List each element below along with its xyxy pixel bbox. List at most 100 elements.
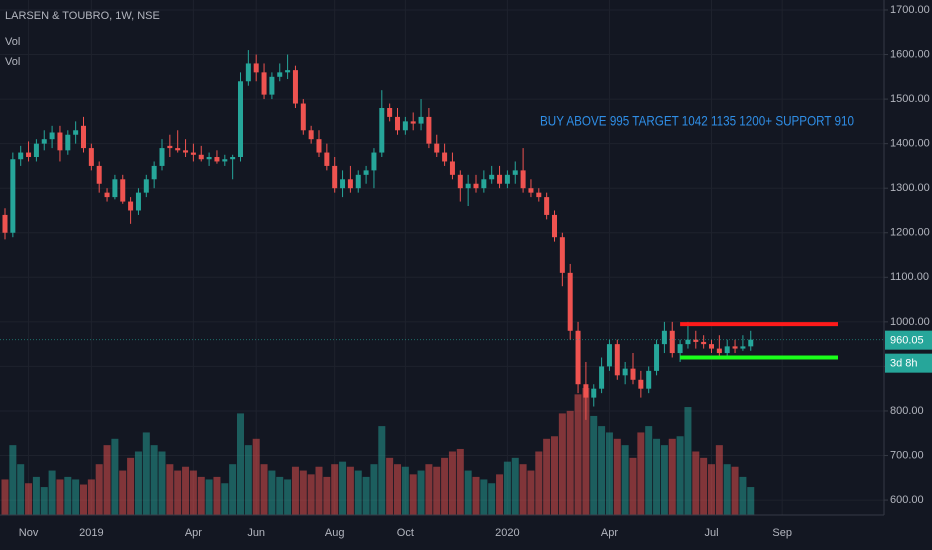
volume-bar — [9, 445, 17, 515]
volume-bar — [590, 415, 598, 515]
candle-body — [669, 330, 675, 354]
candle-body — [716, 348, 722, 354]
candle-body — [10, 159, 16, 233]
y-tick-label: 1200.00 — [890, 227, 930, 239]
candle-body — [112, 179, 118, 198]
last-price-label: 960.05 — [890, 335, 924, 347]
y-tick-label: 1500.00 — [890, 93, 930, 105]
volume-bar — [229, 464, 237, 515]
candle-body — [481, 179, 487, 189]
candle-body — [528, 188, 534, 193]
candle-body — [175, 148, 181, 151]
volume-bar — [25, 483, 33, 515]
candle-body — [41, 139, 47, 144]
candle-body — [222, 159, 228, 162]
candle-body — [167, 145, 173, 149]
candle-body — [552, 214, 557, 238]
candle-body — [143, 179, 149, 193]
volume-bar — [134, 451, 142, 515]
volume-bar — [394, 464, 401, 515]
candle-body — [371, 152, 377, 171]
y-tick-label: 600.00 — [890, 494, 924, 506]
candle-body — [559, 237, 565, 273]
candle-body — [606, 344, 612, 367]
y-tick-label: 1300.00 — [890, 182, 930, 194]
volume-bar — [95, 464, 103, 515]
candle-body — [630, 368, 636, 380]
volume-bar — [87, 479, 95, 515]
candle-body — [33, 143, 39, 158]
volume-bar — [566, 410, 574, 515]
countdown-box — [885, 353, 932, 373]
x-tick-label: Jun — [247, 527, 265, 539]
volume-bar — [708, 464, 715, 515]
candle-body — [128, 201, 134, 211]
volume-bar — [189, 470, 197, 515]
candle-body — [57, 132, 63, 151]
y-tick-label: 1600.00 — [890, 48, 930, 60]
candle-body — [183, 150, 189, 153]
candle-body — [269, 76, 275, 95]
candle-body — [308, 130, 314, 140]
candle-body — [26, 152, 32, 158]
volume-bar — [40, 487, 48, 515]
candle-body — [685, 339, 691, 345]
x-tick-label: Apr — [185, 527, 202, 539]
x-tick-label: Sep — [772, 527, 792, 539]
last-price-box — [885, 330, 932, 350]
candle-body — [520, 170, 526, 189]
x-tick-label: Jul — [704, 527, 718, 539]
candle-body — [614, 344, 620, 376]
volume-bar — [1, 479, 9, 515]
volume-bar — [574, 394, 582, 515]
volume-bar — [339, 461, 347, 515]
volume-bar — [519, 464, 527, 515]
volume-bar — [111, 438, 119, 515]
volume-bar — [48, 470, 56, 515]
volume-bar — [354, 470, 362, 515]
volume-bar — [291, 466, 299, 515]
volume-bar — [213, 476, 221, 515]
volume-bar — [401, 466, 409, 515]
volume-bar — [456, 448, 464, 515]
volume-bar — [496, 474, 504, 515]
volume-bar — [205, 479, 213, 515]
volume-bar — [182, 466, 190, 515]
volume-bar — [645, 426, 653, 515]
volume-bar — [315, 466, 323, 515]
candle-body — [567, 272, 573, 331]
volume-bar — [511, 457, 519, 515]
volume-bar — [378, 426, 386, 515]
candle-body — [693, 339, 699, 342]
volume-bar — [747, 487, 755, 515]
volume-bar — [621, 445, 629, 515]
volume-bar — [284, 479, 292, 515]
y-tick-label: 1400.00 — [890, 138, 930, 150]
volume-bar — [448, 451, 456, 515]
volume-bar — [660, 445, 668, 515]
volume-bar — [362, 476, 370, 515]
volume-bar — [551, 436, 558, 515]
volume-bar — [700, 457, 708, 515]
volume — [1, 388, 755, 515]
volume-bar — [72, 479, 80, 515]
volume-bar — [197, 476, 205, 515]
candle-body — [395, 116, 400, 131]
volume-bar — [323, 476, 331, 515]
candle-body — [2, 214, 8, 233]
volume-bar — [409, 474, 417, 515]
volume-bar — [127, 457, 135, 515]
volume-bar — [715, 445, 723, 515]
candle-body — [701, 341, 707, 345]
candle-body — [206, 157, 212, 160]
volume-bar — [668, 438, 676, 515]
volume-bar — [386, 457, 394, 515]
y-tick-label: 1100.00 — [890, 271, 929, 283]
candle-body — [104, 192, 110, 198]
candle-body — [151, 165, 157, 180]
candle-body — [489, 174, 495, 180]
candle-body — [709, 344, 714, 349]
candle-body — [646, 370, 652, 389]
candle-body — [497, 174, 503, 184]
y-tick-label: 1000.00 — [890, 316, 930, 328]
